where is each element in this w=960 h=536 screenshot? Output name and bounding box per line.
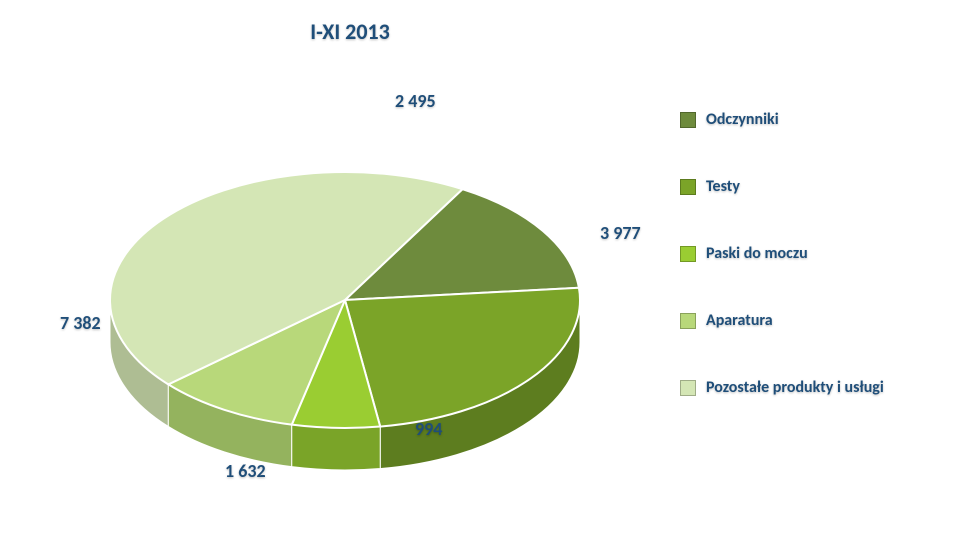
- legend-label: Pozostałe produkty i usługi: [706, 378, 884, 397]
- data-label: 2 495: [395, 90, 436, 112]
- chart-title: I-XI 2013: [0, 18, 700, 45]
- legend-label: Testy: [706, 177, 740, 196]
- data-label: 7 382: [60, 312, 101, 334]
- data-label: 1 632: [225, 460, 266, 482]
- legend-swatch: [680, 380, 696, 396]
- legend-label: Paski do moczu: [706, 244, 808, 263]
- data-label: 994: [415, 418, 442, 440]
- legend-item: Paski do moczu: [680, 244, 930, 263]
- legend-swatch: [680, 112, 696, 128]
- legend-swatch: [680, 246, 696, 262]
- legend-label: Aparatura: [706, 311, 773, 330]
- legend-swatch: [680, 313, 696, 329]
- legend-item: Aparatura: [680, 311, 930, 330]
- chart-stage: I-XI 2013 2 495 3 977 994 1 632 7 382 Odczyn…: [0, 0, 960, 536]
- legend-item: Testy: [680, 177, 930, 196]
- legend: Odczynniki Testy Paski do moczu Aparatura Po…: [680, 110, 930, 445]
- legend-item: Odczynniki: [680, 110, 930, 129]
- data-label: 3 977: [600, 222, 641, 244]
- pie-chart: [90, 152, 600, 490]
- pie-slice-side: [292, 425, 380, 470]
- legend-item: Pozostałe produkty i usługi: [680, 378, 930, 397]
- legend-label: Odczynniki: [706, 110, 779, 129]
- legend-swatch: [680, 179, 696, 195]
